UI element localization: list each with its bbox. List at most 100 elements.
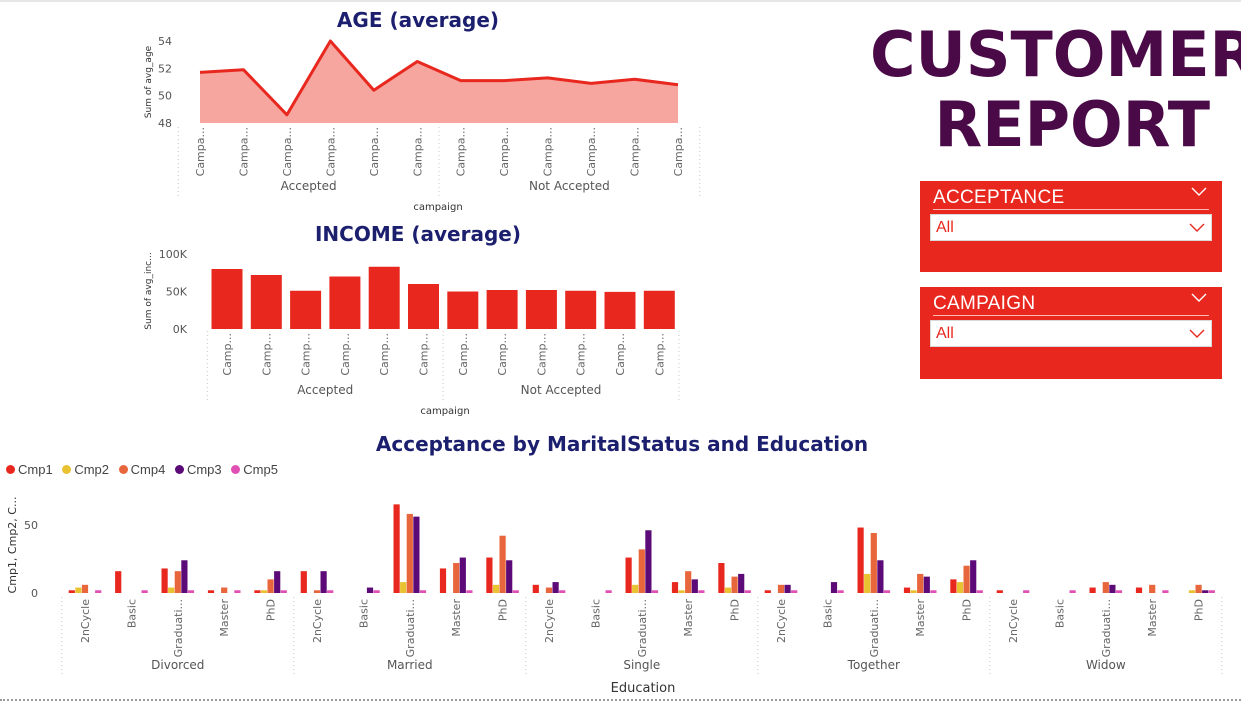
acceptance-bar xyxy=(830,582,838,593)
y-tick-label: 50 xyxy=(158,90,172,103)
acceptance-bar xyxy=(419,590,427,593)
acceptance-bar xyxy=(1149,584,1156,593)
acceptance-bar xyxy=(917,573,924,593)
x-axis-title: campaign xyxy=(413,202,462,213)
acceptance-bar xyxy=(161,568,168,593)
acceptance-bar xyxy=(406,513,413,593)
acceptance-bar xyxy=(1195,584,1202,593)
acceptance-bar xyxy=(1069,590,1076,593)
x-axis-title: Education xyxy=(611,681,676,696)
x-tick-label: Master xyxy=(218,599,231,637)
legend-dot xyxy=(118,465,128,474)
income-bar xyxy=(408,284,439,329)
x-tick-label: Graduati... xyxy=(172,599,185,657)
legend-dot xyxy=(6,465,15,474)
y-tick-label: 52 xyxy=(158,62,172,75)
acceptance-bar xyxy=(552,582,559,593)
report-title-line-1: CUSTOMER xyxy=(870,18,1241,91)
legend-item-cmp3[interactable]: Cmp3 xyxy=(174,462,222,477)
x-group-label: Single xyxy=(623,658,660,672)
x-tick-label: 2nCycle xyxy=(775,599,788,643)
acceptance-bar xyxy=(864,573,871,593)
acceptance-bar xyxy=(207,590,215,593)
x-tick-label: Graduati... xyxy=(636,599,649,657)
acceptance-bar xyxy=(903,587,911,593)
x-tick-label: Camp... xyxy=(653,333,666,376)
acceptance-slicer[interactable]: ACCEPTANCE All xyxy=(920,181,1222,272)
acceptance-bar xyxy=(685,571,692,593)
acceptance-bar xyxy=(1202,590,1209,593)
x-group-label: Accepted xyxy=(297,383,353,397)
acceptance-bar xyxy=(1109,584,1116,593)
acceptance-bar xyxy=(1188,590,1196,593)
y-tick-label: 0 xyxy=(31,587,38,600)
acceptance-bar xyxy=(492,584,500,593)
legend-label: Cmp2 xyxy=(74,462,109,477)
acceptance-bar xyxy=(996,590,1003,593)
legend-dot xyxy=(174,465,184,474)
x-tick-label: Master xyxy=(914,599,927,637)
income-bar xyxy=(290,290,322,329)
acceptance-bar xyxy=(300,571,307,593)
acceptance-slicer-header: ACCEPTANCE xyxy=(933,187,1209,210)
x-tick-label: Camp... xyxy=(221,333,234,376)
acceptance-bar xyxy=(605,590,612,593)
acceptance-bar xyxy=(181,560,188,593)
income-bar xyxy=(486,290,518,329)
acceptance-bar xyxy=(267,579,274,593)
legend-item-cmp2[interactable]: Cmp2 xyxy=(62,462,109,477)
y-tick-label: 0K xyxy=(173,323,188,336)
chevron-down-icon[interactable] xyxy=(1191,187,1207,197)
acceptance-bar xyxy=(95,590,102,593)
x-tick-label: PhD xyxy=(729,599,742,621)
acceptance-bar xyxy=(651,590,659,593)
x-tick-label: 2nCycle xyxy=(1007,599,1020,643)
x-tick-label: Campa... xyxy=(629,127,642,176)
acceptance-bar xyxy=(691,579,698,593)
x-tick-label: Camp... xyxy=(260,333,273,376)
legend-label: Cmp4 xyxy=(130,462,166,477)
acceptance-bar xyxy=(1102,582,1109,593)
acceptance-bar xyxy=(784,584,791,593)
acceptance-bar xyxy=(910,590,917,593)
x-tick-label: Campa... xyxy=(455,127,468,176)
acceptance-bar xyxy=(837,590,844,593)
acceptance-bar xyxy=(545,587,553,593)
acceptance-bar xyxy=(632,584,639,593)
acceptance-bar xyxy=(499,535,506,593)
acceptance-bar xyxy=(320,571,327,593)
acceptance-bar xyxy=(274,571,281,593)
x-tick-label: Camp... xyxy=(418,333,431,376)
x-tick-label: Graduati... xyxy=(868,599,881,657)
legend-item-cmp4[interactable]: Cmp4 xyxy=(118,462,166,477)
x-tick-label: Campa... xyxy=(194,127,207,176)
acceptance-bar xyxy=(956,582,964,593)
acceptance-chart-title: Acceptance by MaritalStatus and Educatio… xyxy=(375,432,869,456)
campaign-slicer[interactable]: CAMPAIGN All xyxy=(920,287,1222,379)
x-tick-label: PhD xyxy=(497,599,510,621)
legend-item-cmp5[interactable]: Cmp5 xyxy=(231,462,278,477)
x-tick-label: Master xyxy=(682,599,695,637)
acceptance-bar xyxy=(115,571,122,593)
x-tick-label: Camp... xyxy=(378,333,391,376)
chevron-down-icon[interactable] xyxy=(1191,293,1207,303)
acceptance-bar xyxy=(1089,587,1096,593)
acceptance-bar xyxy=(459,557,466,593)
acceptance-bar xyxy=(930,590,937,593)
acceptance-bar xyxy=(506,560,513,593)
x-tick-label: Master xyxy=(1146,599,1159,637)
y-tick-label: 54 xyxy=(158,35,172,48)
y-axis-title: Sum of avg_inc... xyxy=(144,252,154,329)
acceptance-dropdown[interactable]: All xyxy=(930,214,1212,241)
campaign-dropdown[interactable]: All xyxy=(930,320,1212,347)
y-tick-label: 48 xyxy=(158,117,172,130)
acceptance-bar xyxy=(744,590,751,593)
acceptance-bar xyxy=(486,557,493,593)
acceptance-dropdown-value: All xyxy=(936,219,954,236)
x-tick-label: Campa... xyxy=(368,127,381,176)
income-bar xyxy=(604,291,636,329)
acceptance-bar xyxy=(327,590,334,593)
legend-dot xyxy=(62,465,72,474)
x-tick-label: Camp... xyxy=(496,333,509,376)
legend-item-cmp1[interactable]: Cmp1 xyxy=(6,462,53,477)
